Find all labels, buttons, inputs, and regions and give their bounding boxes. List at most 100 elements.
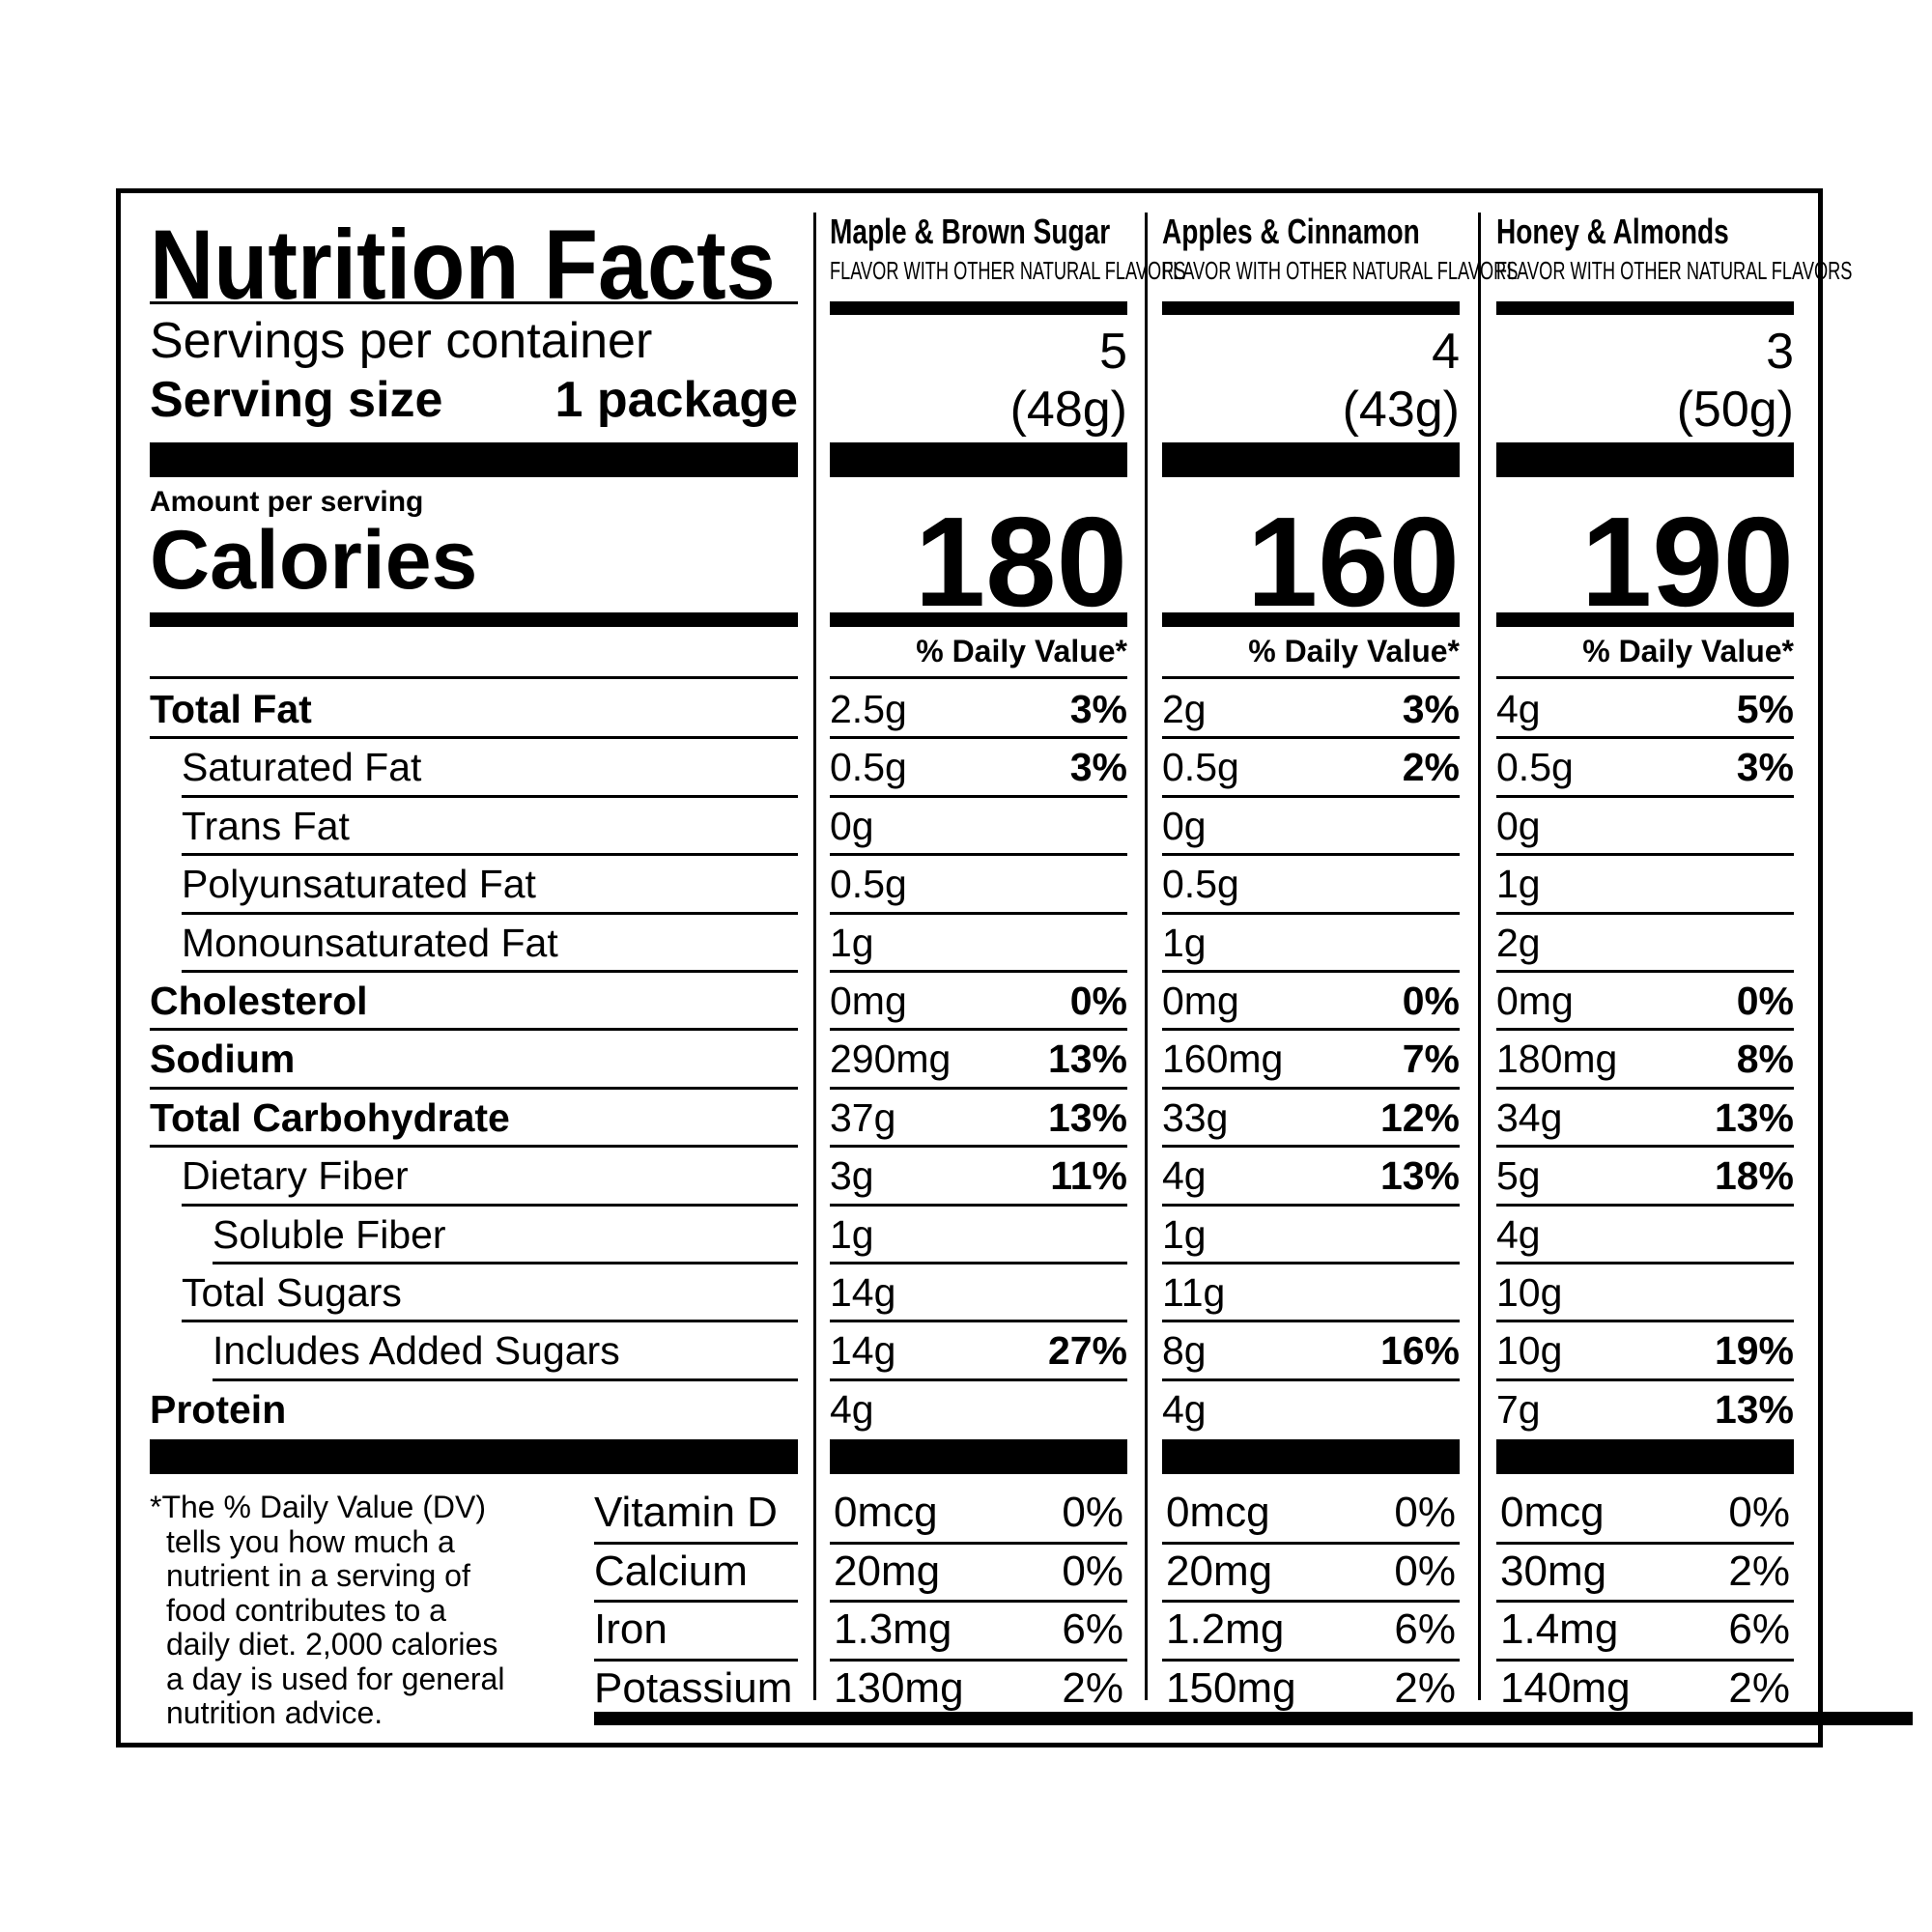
- nutrient-row-rule: [1162, 1203, 1460, 1207]
- vitamin-row-rule: [830, 1600, 1127, 1604]
- nutrient-row-rule: [1162, 1086, 1460, 1090]
- calories-divider: [830, 612, 1127, 627]
- nutrient-daily-value: 0%: [1402, 979, 1460, 1023]
- product-subtitle: FLAVOR WITH OTHER NATURAL FLAVORS: [830, 256, 1186, 285]
- nutrient-row-rule: [830, 1028, 1127, 1032]
- nutrient-row-rule: [1496, 1086, 1794, 1090]
- nutrient-amount: 37g: [830, 1094, 896, 1140]
- vitamin-row-rule: [1162, 1541, 1460, 1545]
- nutrient-row-rule: [1496, 853, 1794, 857]
- nutrient-row-rule: [182, 1203, 798, 1207]
- nutrient-row-rule: [1496, 1320, 1794, 1323]
- nutrition-facts-panel: Nutrition Facts Servings per container S…: [116, 188, 1913, 1747]
- nutrient-row-rule: [182, 970, 798, 973]
- serving-weight: (48g): [1009, 382, 1127, 438]
- nutrient-row-rule: [830, 1262, 1127, 1264]
- nutrient-amount: 180mg: [1496, 1037, 1618, 1082]
- nutrient-label: Includes Added Sugars: [213, 1328, 620, 1374]
- nutrient-row-rule: [1496, 911, 1794, 915]
- nutrient-row-rule: [1496, 1378, 1794, 1381]
- nutrient-amount: 290mg: [830, 1037, 952, 1082]
- vitamin-amount: 1.3mg: [834, 1605, 952, 1654]
- nutrient-amount: 5g: [1496, 1153, 1541, 1199]
- nutrient-amount: 0.5g: [1162, 745, 1239, 790]
- daily-value-header: % Daily Value*: [1248, 634, 1460, 668]
- nutrient-row-rule: [1162, 1028, 1460, 1032]
- vitamin-row-rule: [1162, 1658, 1460, 1662]
- nutrient-row-rule: [150, 1086, 798, 1090]
- nutrient-row-rule: [830, 794, 1127, 798]
- thick-divider: [830, 1439, 1127, 1475]
- nutrient-row-rule: [1162, 1262, 1460, 1264]
- nutrient-row-rule: [182, 794, 798, 798]
- nutrient-label: Soluble Fiber: [213, 1211, 446, 1257]
- nutrient-label: Monounsaturated Fat: [182, 920, 558, 965]
- nutrient-amount: 11g: [1162, 1270, 1226, 1315]
- column-separator: [813, 213, 816, 1700]
- page-title: Nutrition Facts: [150, 210, 776, 320]
- vitamin-daily-value: 0%: [1394, 1489, 1456, 1537]
- footnote-line: *The % Daily Value (DV): [150, 1490, 486, 1524]
- dv-header-rule: [830, 676, 1127, 679]
- nutrient-amount: 1g: [830, 920, 874, 965]
- nutrient-daily-value: 16%: [1379, 1328, 1460, 1374]
- thick-divider: [1496, 1439, 1794, 1475]
- vitamin-row-rule: [1162, 1600, 1460, 1604]
- vitamin-daily-value: 0%: [1062, 1489, 1123, 1537]
- nutrient-label: Dietary Fiber: [182, 1153, 409, 1199]
- nutrient-row-rule: [830, 853, 1127, 857]
- nutrient-daily-value: 3%: [1736, 745, 1794, 790]
- column-header-divider: [1162, 301, 1460, 315]
- nutrient-row-rule: [1496, 1262, 1794, 1264]
- calories-value: 160: [1246, 491, 1460, 633]
- nutrient-row-rule: [1162, 1378, 1460, 1381]
- nutrient-amount: 8g: [1162, 1328, 1207, 1374]
- footnote-line: daily diet. 2,000 calories: [166, 1627, 498, 1662]
- nutrient-daily-value: 3%: [1069, 745, 1127, 790]
- product-subtitle: FLAVOR WITH OTHER NATURAL FLAVORS: [1496, 256, 1853, 285]
- thick-divider: [150, 442, 798, 477]
- thick-divider: [1162, 1439, 1460, 1475]
- nutrient-row-rule: [830, 736, 1127, 740]
- vitamin-amount: 30mg: [1500, 1547, 1607, 1595]
- thick-divider: [1162, 442, 1460, 477]
- vitamin-amount: 130mg: [834, 1663, 964, 1712]
- vitamin-label: Iron: [594, 1605, 668, 1654]
- nutrient-label: Total Sugars: [182, 1270, 402, 1315]
- nutrient-daily-value: 0%: [1069, 979, 1127, 1023]
- nutrient-amount: 10g: [1496, 1328, 1563, 1374]
- servings-per-container-value: 4: [1432, 324, 1460, 380]
- vitamin-daily-value: 2%: [1394, 1663, 1456, 1712]
- vitamin-amount: 20mg: [1166, 1547, 1273, 1595]
- footnote: *The % Daily Value (DV) tells you how mu…: [150, 1490, 555, 1731]
- nutrient-amount: 0.5g: [1162, 862, 1239, 907]
- vitamin-daily-value: 6%: [1062, 1605, 1123, 1654]
- nutrient-amount: 4g: [1496, 687, 1541, 731]
- nutrient-daily-value: 8%: [1736, 1037, 1794, 1082]
- nutrient-label: Total Carbohydrate: [150, 1094, 510, 1140]
- nutrient-row-rule: [830, 1378, 1127, 1381]
- nutrient-daily-value: 3%: [1402, 687, 1460, 731]
- nutrient-daily-value: 18%: [1714, 1153, 1794, 1199]
- nutrient-amount: 2g: [1496, 920, 1541, 965]
- dv-header-rule: [150, 676, 798, 679]
- vitamin-row-rule: [1496, 1541, 1794, 1545]
- vitamin-daily-value: 2%: [1728, 1547, 1790, 1595]
- product-subtitle: FLAVOR WITH OTHER NATURAL FLAVORS: [1162, 256, 1519, 285]
- calories-divider: [1162, 612, 1460, 627]
- thick-divider: [150, 1439, 798, 1475]
- nutrient-row-rule: [1162, 1145, 1460, 1149]
- nutrient-row-rule: [150, 736, 798, 740]
- nutrient-amount: 0mg: [1162, 979, 1239, 1023]
- column-separator: [1145, 213, 1148, 1700]
- vitamin-amount: 1.2mg: [1166, 1605, 1285, 1654]
- nutrient-row-rule: [150, 1028, 798, 1032]
- product-name: Maple & Brown Sugar: [830, 212, 1111, 251]
- nutrient-row-rule: [1162, 853, 1460, 857]
- dv-header-rule: [1496, 676, 1794, 679]
- vitamin-amount: 0mcg: [1166, 1489, 1270, 1537]
- bottom-divider: [594, 1712, 1913, 1725]
- nutrient-row-rule: [1162, 911, 1460, 915]
- product-name: Honey & Almonds: [1496, 212, 1729, 251]
- vitamin-row-rule: [830, 1541, 1127, 1545]
